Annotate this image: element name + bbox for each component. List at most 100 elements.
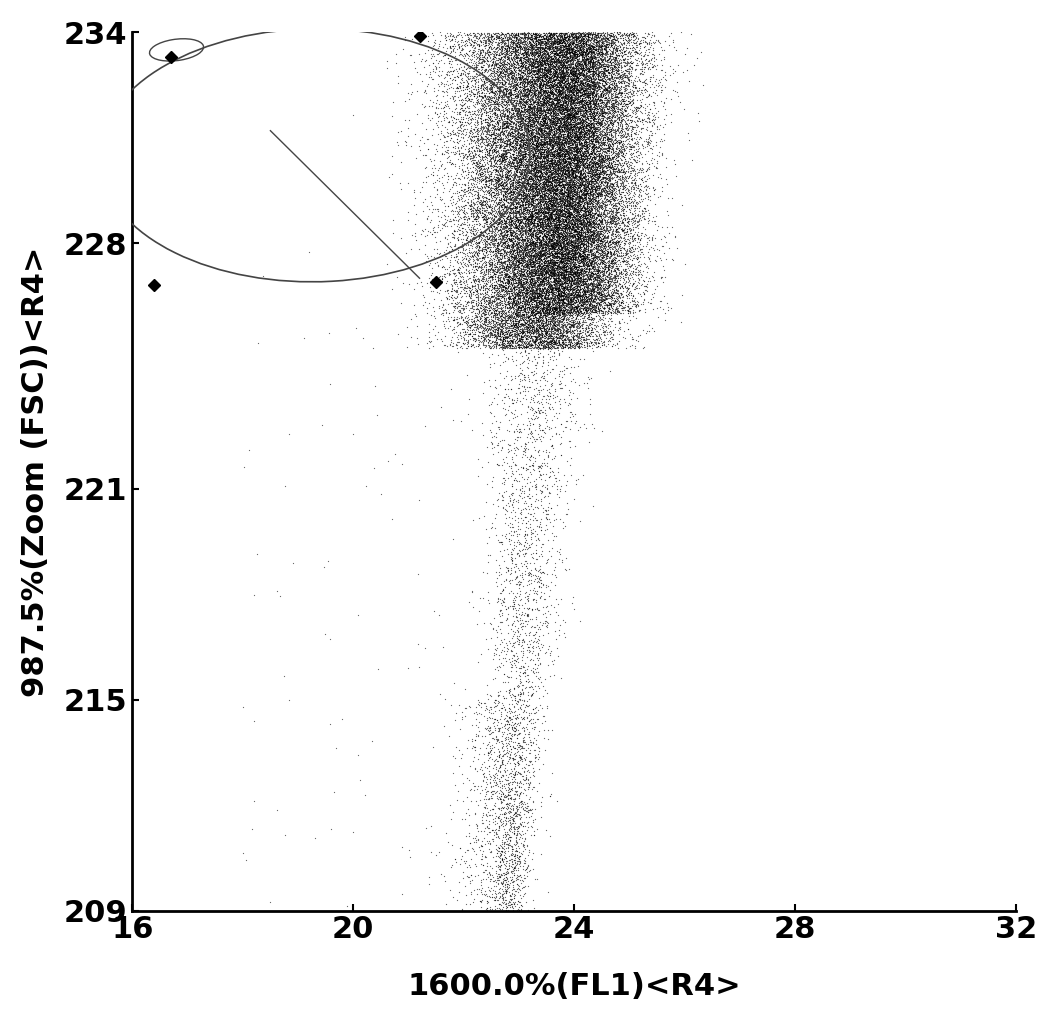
Point <box>572 44 589 60</box>
Point <box>584 287 601 304</box>
Point <box>586 261 603 277</box>
Point <box>554 291 571 308</box>
Point <box>548 263 565 279</box>
Point <box>537 241 554 258</box>
Point <box>507 317 524 333</box>
Point <box>537 65 554 82</box>
Point <box>565 589 582 605</box>
Point <box>528 280 545 296</box>
Point <box>573 81 590 97</box>
Point <box>507 273 524 289</box>
Point <box>476 307 493 323</box>
Point <box>527 109 544 126</box>
Point <box>485 188 501 204</box>
Point <box>580 234 597 250</box>
Point <box>528 592 545 608</box>
Point <box>516 210 533 226</box>
Point <box>616 32 633 48</box>
Point <box>565 337 582 354</box>
Point <box>580 203 597 220</box>
Point <box>646 47 663 63</box>
Point <box>582 63 599 80</box>
Point <box>499 273 516 289</box>
Point <box>584 43 601 59</box>
Point <box>501 39 518 55</box>
Point <box>516 94 533 110</box>
Point <box>596 230 613 246</box>
Point <box>507 97 524 113</box>
Point <box>491 762 508 779</box>
Point <box>456 147 473 164</box>
Point <box>566 242 583 259</box>
Point <box>528 297 545 314</box>
Point <box>531 101 548 118</box>
Point <box>567 30 584 46</box>
Point <box>546 109 563 126</box>
Point <box>546 241 563 258</box>
Point <box>474 181 491 197</box>
Point <box>550 297 567 314</box>
Point <box>547 220 564 236</box>
Point <box>600 285 617 301</box>
Point <box>599 185 616 201</box>
Point <box>565 43 582 59</box>
Point <box>555 94 572 110</box>
Point <box>540 298 557 315</box>
Point <box>572 59 589 76</box>
Point <box>489 52 506 68</box>
Point <box>527 285 544 301</box>
Point <box>549 280 566 296</box>
Point <box>583 99 600 115</box>
Point <box>544 95 561 111</box>
Point <box>577 274 594 290</box>
Point <box>484 222 500 238</box>
Point <box>577 55 594 72</box>
Point <box>551 511 568 527</box>
Point <box>515 879 532 895</box>
Point <box>559 263 576 279</box>
Point <box>563 292 580 309</box>
Point <box>526 109 543 126</box>
Point <box>546 182 563 198</box>
Point <box>636 33 653 49</box>
Point <box>464 206 481 223</box>
Point <box>489 732 506 748</box>
Point <box>577 138 594 154</box>
Point <box>522 67 539 84</box>
Point <box>551 165 568 181</box>
Point <box>533 266 550 282</box>
Point <box>511 249 528 266</box>
Point <box>513 226 530 242</box>
Point <box>626 46 643 62</box>
Point <box>475 96 492 112</box>
Point <box>497 160 514 177</box>
Point <box>582 269 599 285</box>
Point <box>484 261 500 277</box>
Point <box>625 147 642 164</box>
Point <box>533 75 550 91</box>
Point <box>569 74 586 90</box>
Point <box>579 127 596 143</box>
Point <box>478 771 495 787</box>
Point <box>602 230 619 246</box>
Point <box>582 161 599 178</box>
Point <box>655 51 672 67</box>
Point <box>516 101 533 118</box>
Point <box>545 95 562 111</box>
Point <box>524 156 541 173</box>
Point <box>494 82 511 98</box>
Point <box>509 231 526 247</box>
Point <box>459 66 476 83</box>
Point <box>510 204 527 221</box>
Point <box>570 61 587 78</box>
Point <box>523 206 540 223</box>
Point <box>574 127 591 143</box>
Point <box>578 43 595 59</box>
Point <box>537 216 554 232</box>
Point <box>562 268 579 284</box>
Point <box>576 103 592 120</box>
Point <box>517 339 534 356</box>
Point <box>482 210 499 226</box>
Point <box>566 148 583 165</box>
Point <box>608 279 625 295</box>
